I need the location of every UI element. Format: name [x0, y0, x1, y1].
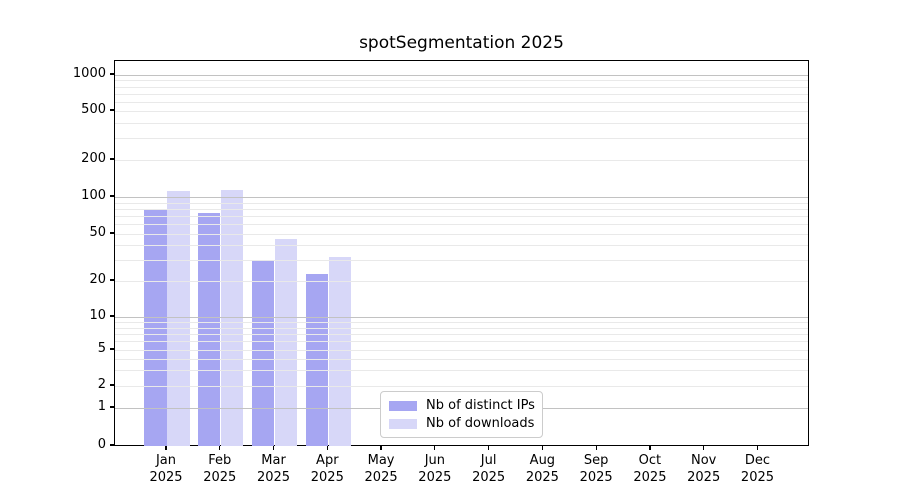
- chart-title: spotSegmentation 2025: [359, 33, 564, 53]
- x-tick-year: 2025: [418, 469, 452, 485]
- y-tick-label: 200: [81, 151, 106, 166]
- x-tick-year: 2025: [740, 469, 775, 485]
- x-tick-label: May 2025: [349, 453, 413, 486]
- y-tick-mark: [110, 348, 114, 350]
- y-tick-mark: [110, 315, 114, 317]
- x-tick-mark: [272, 446, 275, 450]
- bars-layer: [115, 61, 808, 446]
- x-tick-mark: [380, 446, 382, 450]
- x-tick-mark: [541, 446, 544, 450]
- x-tick-mark: [756, 446, 759, 450]
- x-tick-month: Jul: [480, 453, 497, 468]
- x-tick-month: Apr: [316, 453, 339, 468]
- legend-swatch-distinct-ips: [389, 400, 417, 411]
- x-tick-month: Aug: [529, 453, 556, 468]
- x-tick-label: Jan 2025: [134, 453, 198, 486]
- x-tick-mark: [703, 446, 705, 450]
- x-tick-label: Apr 2025: [295, 453, 359, 486]
- x-tick-month: Oct: [638, 453, 662, 468]
- x-tick-year: 2025: [633, 469, 667, 485]
- x-tick-month: Dec: [744, 453, 771, 468]
- x-tick-year: 2025: [579, 469, 613, 485]
- x-tick-year: 2025: [149, 469, 183, 485]
- x-tick-month: May: [367, 453, 395, 468]
- x-tick-year: 2025: [256, 469, 291, 485]
- y-tick-mark: [110, 406, 114, 408]
- x-tick-month: Jan: [155, 453, 177, 468]
- y-tick-mark: [110, 279, 114, 281]
- x-tick-month: Feb: [208, 453, 232, 468]
- y-tick-mark: [110, 195, 114, 197]
- x-tick-label: Sep 2025: [564, 453, 628, 486]
- bar-downloads: [167, 190, 190, 446]
- x-tick-label: Mar 2025: [242, 453, 306, 486]
- x-tick-label: Aug 2025: [510, 453, 574, 486]
- x-tick-year: 2025: [525, 469, 559, 485]
- y-tick-label: 100: [81, 188, 106, 203]
- legend-label-distinct-ips: Nb of distinct IPs: [426, 398, 535, 413]
- x-tick-mark: [595, 446, 597, 450]
- x-tick-mark: [219, 446, 221, 450]
- bar-downloads: [274, 239, 298, 446]
- bar-distinct-ips: [198, 213, 221, 446]
- y-tick-label: 1000: [72, 66, 106, 81]
- y-tick-label: 500: [81, 102, 106, 117]
- y-tick-mark: [110, 158, 114, 160]
- x-tick-label: Feb 2025: [188, 453, 252, 486]
- plot-area: [114, 60, 809, 446]
- x-tick-label: Oct 2025: [618, 453, 682, 486]
- legend-item-downloads: Nb of downloads: [389, 416, 534, 431]
- legend-label-downloads: Nb of downloads: [426, 416, 535, 431]
- x-tick-label: Dec 2025: [725, 453, 789, 486]
- y-tick-label: 50: [89, 225, 106, 240]
- legend-swatch-downloads: [389, 418, 417, 429]
- bar-downloads: [221, 190, 244, 446]
- x-tick-mark: [487, 446, 490, 450]
- legend-item-distinct-ips: Nb of distinct IPs: [389, 398, 535, 413]
- y-tick-mark: [110, 232, 114, 234]
- x-tick-year: 2025: [203, 469, 237, 485]
- y-tick-label: 1: [97, 399, 106, 414]
- x-tick-year: 2025: [472, 469, 506, 485]
- x-tick-year: 2025: [364, 469, 398, 485]
- bar-distinct-ips: [251, 260, 275, 446]
- y-tick-label: 10: [89, 308, 106, 323]
- x-tick-mark: [649, 446, 651, 450]
- bar-downloads: [328, 256, 351, 446]
- y-tick-mark: [110, 109, 114, 111]
- x-tick-month: Mar: [261, 453, 286, 468]
- y-tick-label: 0: [97, 437, 106, 452]
- y-tick-mark: [110, 384, 114, 386]
- y-tick-label: 2: [97, 377, 106, 392]
- x-tick-mark: [434, 446, 436, 450]
- y-tick-label: 5: [97, 341, 106, 356]
- y-tick-mark: [110, 444, 114, 446]
- x-tick-month: Jun: [424, 453, 445, 468]
- x-tick-label: Jul 2025: [457, 453, 521, 486]
- y-tick-mark: [110, 73, 114, 75]
- x-tick-year: 2025: [687, 469, 721, 485]
- y-tick-label: 20: [89, 272, 106, 287]
- x-tick-mark: [165, 446, 167, 450]
- x-tick-year: 2025: [310, 469, 344, 485]
- bar-distinct-ips: [144, 208, 167, 446]
- bar-distinct-ips: [305, 273, 328, 446]
- x-tick-label: Nov 2025: [672, 453, 736, 486]
- x-tick-mark: [326, 446, 328, 450]
- x-tick-month: Sep: [583, 453, 609, 468]
- x-tick-label: Jun 2025: [403, 453, 467, 486]
- x-tick-month: Nov: [691, 453, 717, 468]
- legend: Nb of distinct IPs Nb of downloads: [380, 391, 543, 438]
